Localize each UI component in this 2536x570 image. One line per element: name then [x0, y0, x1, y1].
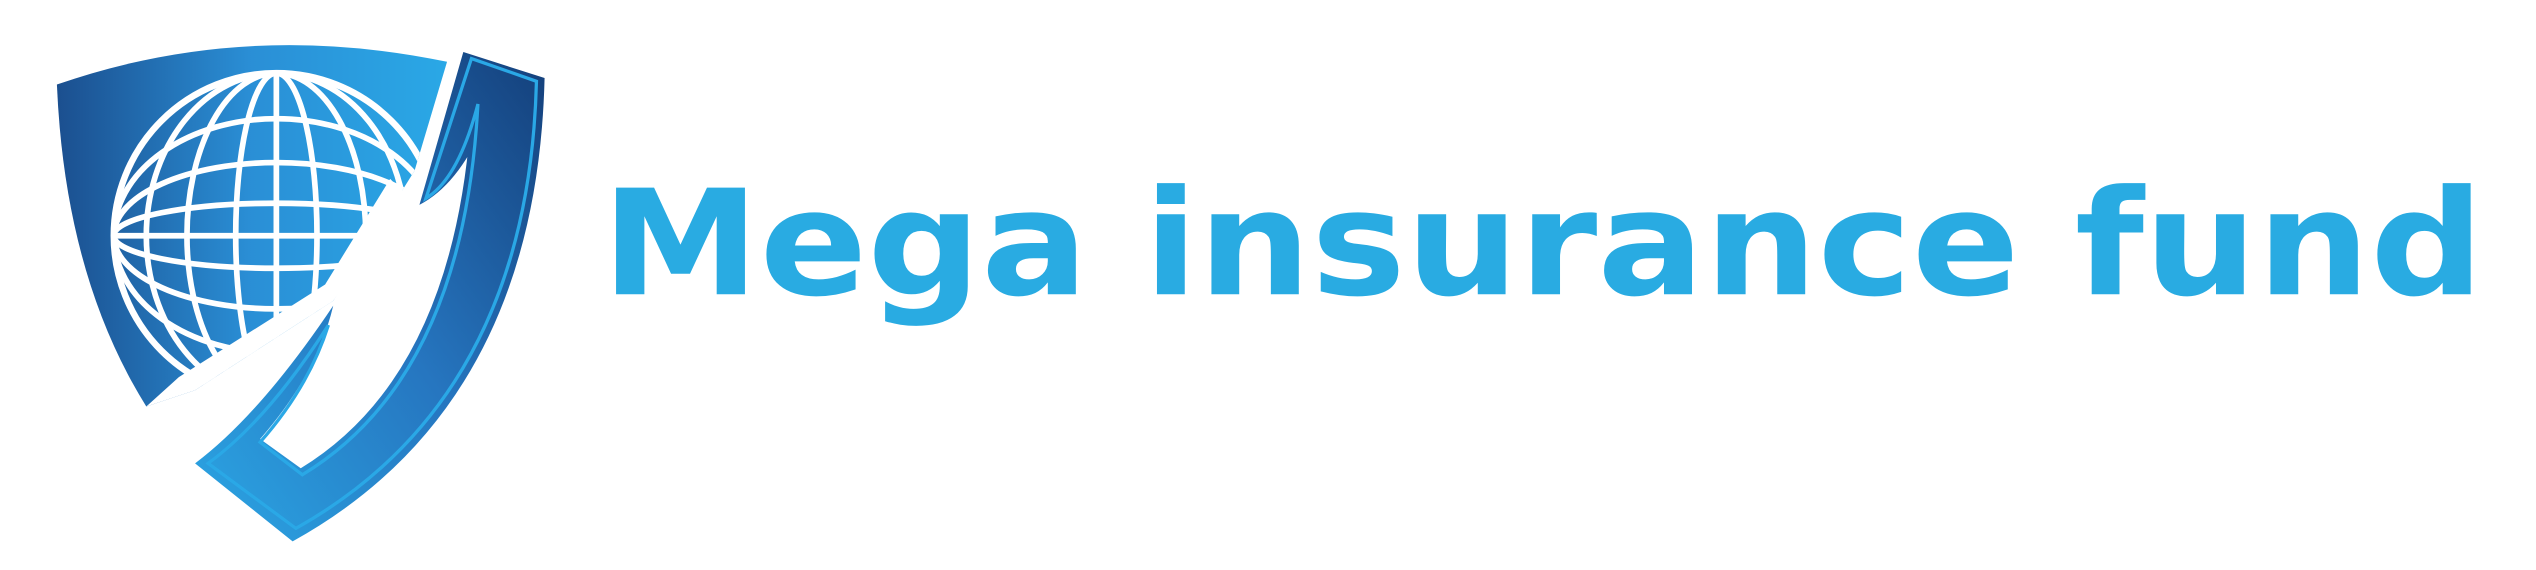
shield-icon: [56, 45, 545, 542]
brand-name: Mega insurance fund: [601, 158, 2483, 329]
